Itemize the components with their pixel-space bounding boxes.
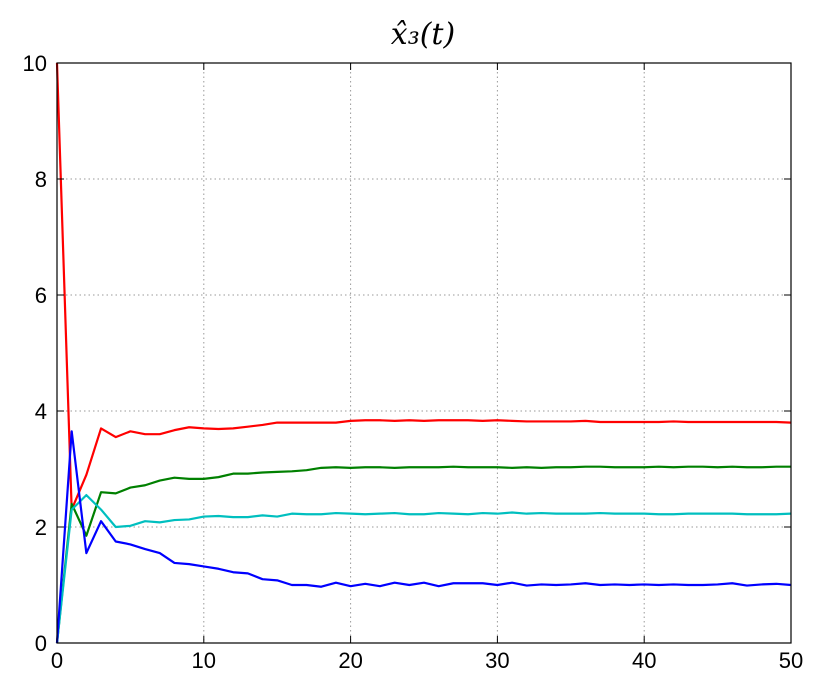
series-line-4 [55, 430, 792, 644]
x-tick-label: 30 [485, 648, 509, 673]
gridlines [57, 63, 791, 643]
series-line-3 [55, 494, 792, 644]
tick-labels: 0 10 20 30 40 50 0 2 4 6 8 10 [23, 51, 804, 673]
x-tick-label: 0 [51, 648, 63, 673]
series-line-2 [55, 465, 791, 644]
x-tick-label: 50 [779, 648, 803, 673]
y-tick-label: 0 [35, 631, 47, 656]
y-tick-label: 2 [35, 515, 47, 540]
y-tick-label: 8 [35, 167, 47, 192]
series-lines [55, 62, 792, 644]
x-tick-label: 10 [192, 648, 216, 673]
series-line-1 [55, 62, 792, 511]
x-tick-label: 20 [338, 648, 362, 673]
axis-ticks [56, 62, 792, 644]
x-tick-label: 40 [632, 648, 656, 673]
y-tick-label: 4 [35, 399, 47, 424]
y-tick-label: 10 [23, 51, 47, 76]
y-tick-label: 6 [35, 283, 47, 308]
plot-area-frame [56, 62, 792, 644]
chart-title: x̂₃(t) [391, 17, 455, 52]
